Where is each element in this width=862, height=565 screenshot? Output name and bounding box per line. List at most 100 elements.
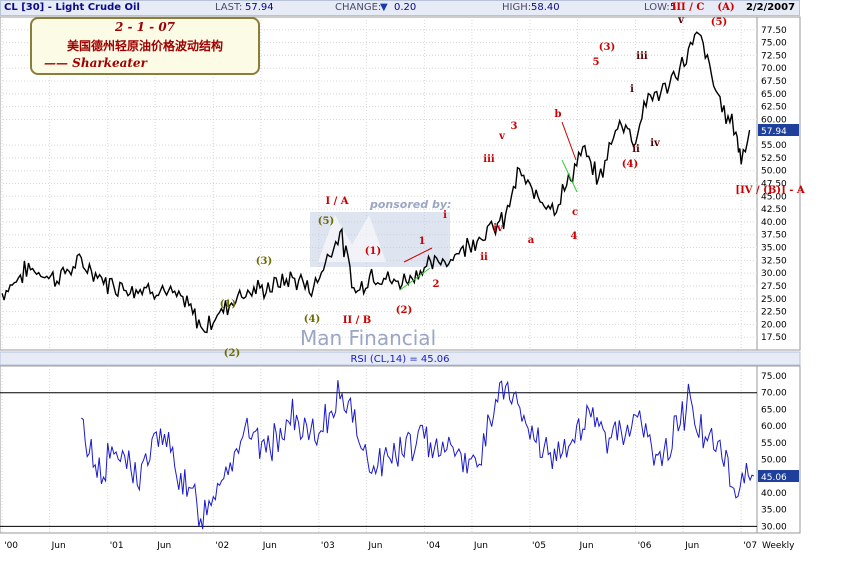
wave-label: 4 (571, 231, 578, 242)
wave-label: (4) (304, 314, 320, 325)
price-tick-label: 40.00 (761, 218, 787, 228)
rsi-tick-label: 70.00 (761, 389, 787, 399)
legend-date: 2 - 1 - 07 (114, 20, 176, 34)
rsi-title-bar (0, 351, 801, 366)
x-tick-label: '03 (321, 541, 335, 551)
wave-label: (A) (717, 2, 734, 13)
wave-label: (2) (224, 348, 240, 359)
rsi-tick-label: 40.00 (761, 489, 787, 499)
price-tick-label: 55.00 (761, 141, 787, 151)
price-tick-label: 67.50 (761, 77, 787, 87)
price-tick-label: 42.50 (761, 205, 787, 215)
x-tick-label: '07 (743, 541, 757, 551)
wave-label: 2 (433, 279, 440, 290)
price-tick-label: 77.50 (761, 26, 787, 36)
wave-label: (4) (622, 159, 638, 170)
wave-label: (3) (256, 256, 272, 267)
change-value: 0.20 (394, 2, 417, 13)
price-tick-label: 62.50 (761, 103, 787, 113)
price-series-line (1, 31, 751, 334)
wave-label: c (572, 207, 578, 218)
symbol-title: CL [30] - Light Crude Oil (4, 2, 140, 13)
quote-header: CL [30] - Light Crude Oil LAST: 57.94 CH… (0, 0, 800, 16)
low-label: LOW: (644, 2, 670, 13)
rsi-tick-label: 35.00 (761, 506, 787, 516)
x-tick-label: '00 (4, 541, 18, 551)
x-tick-label: Jun (579, 541, 594, 551)
wave-label: (5) (711, 17, 727, 28)
price-tick-label: 35.00 (761, 244, 787, 254)
wave-label: a (528, 235, 535, 246)
wave-label: 5 (593, 57, 600, 68)
wave-label: iv (493, 223, 504, 234)
x-tick-label: '02 (215, 541, 229, 551)
wave-label: I / A (325, 196, 348, 207)
quote-date: 2/2/2007 (746, 2, 796, 13)
price-tick-label: 70.00 (761, 64, 787, 74)
last-price-label: 57.94 (761, 127, 787, 137)
wave-label: (3) (599, 42, 615, 53)
price-tick-label: 52.50 (761, 154, 787, 164)
trend-line-green-2 (561, 159, 578, 193)
rsi-axis-panel (756, 365, 801, 534)
price-tick-label: 47.50 (761, 180, 787, 190)
wave-label: (1) (365, 246, 381, 257)
rsi-series-line (81, 380, 755, 530)
rsi-tick-label: 50.00 (761, 456, 787, 466)
x-tick-label: '05 (532, 541, 546, 551)
last-label: LAST: (215, 2, 243, 13)
rsi-tick-label: 75.00 (761, 372, 787, 382)
price-tick-label: 50.00 (761, 167, 787, 177)
trend-line-red-1 (403, 247, 433, 263)
wave-label: i (443, 210, 447, 221)
high-value: 58.40 (531, 2, 560, 13)
price-tick-label: 32.50 (761, 256, 787, 266)
watermark-logo-m (318, 215, 386, 262)
x-tick-label: Jun (684, 541, 699, 551)
wave-label: (1) (220, 299, 236, 310)
x-tick-label: '01 (110, 541, 124, 551)
price-tick-label: 17.50 (761, 333, 787, 343)
trend-line-red-2 (561, 121, 577, 161)
x-tick-label: Jun (367, 541, 382, 551)
price-tick-label: 20.00 (761, 320, 787, 330)
price-tick-label: 65.00 (761, 90, 787, 100)
last-rsi-box (758, 470, 799, 483)
change-label: CHANGE: (335, 2, 382, 13)
last-rsi-label: 45.06 (761, 473, 787, 483)
wave-label: v (677, 15, 685, 26)
price-tick-label: 75.00 (761, 39, 787, 49)
high-label: HIGH: (502, 2, 532, 13)
x-tick-label: Jun (51, 541, 66, 551)
price-tick-label: 27.50 (761, 282, 787, 292)
rsi-title: RSI (CL,14) = 45.06 (350, 354, 449, 365)
wave-label: (5) (318, 216, 334, 227)
wave-label: v (498, 131, 506, 142)
trend-line-green-1 (399, 267, 431, 291)
low-value: 5 (670, 2, 677, 13)
wave-label: iii (483, 154, 495, 165)
wave-label: [IV / (B)] - A (735, 185, 805, 196)
price-tick-label: 45.00 (761, 192, 787, 202)
wave-label: 3 (511, 121, 518, 132)
wave-label: 1 (419, 236, 426, 247)
rsi-panel (0, 365, 758, 534)
price-tick-label: 60.00 (761, 115, 787, 125)
wave-label: ii (632, 144, 640, 155)
last-value: 57.94 (245, 2, 274, 13)
watermark-company: Man Financial (300, 326, 436, 350)
watermark-sponsor: ponsored by: (369, 198, 451, 211)
price-tick-label: 30.00 (761, 269, 787, 279)
rsi-tick-label: 65.00 (761, 405, 787, 415)
x-tick-label: Jun (156, 541, 171, 551)
wave-label: iv (650, 138, 661, 149)
wave-label: i (630, 84, 634, 95)
wave-label: III / C (672, 2, 705, 13)
price-tick-label: 25.00 (761, 295, 787, 305)
rsi-tick-label: 60.00 (761, 422, 787, 432)
wave-label: II / B (343, 315, 371, 326)
annotation-legend-box: 2 - 1 - 07 美国德州轻原油价格波动结构 —— Sharkeater (30, 17, 260, 75)
wave-label: iii (636, 51, 648, 62)
